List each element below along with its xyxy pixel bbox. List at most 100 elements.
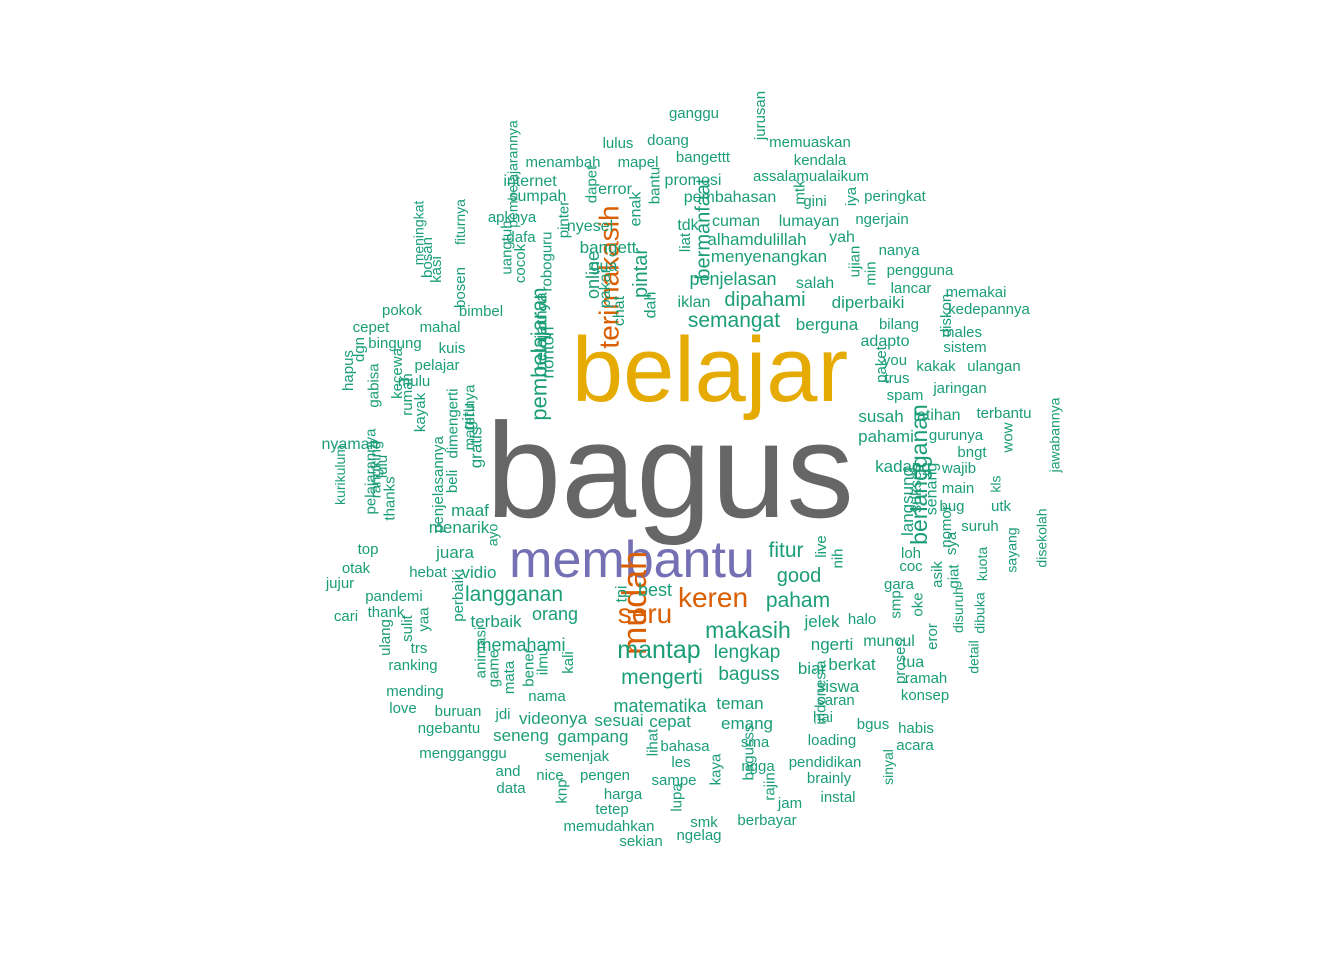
word-label: instal	[820, 788, 856, 806]
word-label: juara	[436, 542, 474, 562]
word-label: hebat	[409, 563, 447, 581]
word-bingung: bingung	[368, 336, 421, 352]
word-label: nih	[829, 548, 847, 569]
word-kaya: kaya	[700, 754, 732, 786]
word-label: menyenangkan	[710, 246, 828, 266]
word-label: terbantu	[976, 404, 1032, 422]
word-label: mulu	[397, 372, 431, 390]
word-label: ngelag	[676, 826, 722, 844]
word-label: kaya	[706, 753, 724, 786]
word-label: belajar	[571, 319, 849, 421]
word-kali: kali	[557, 651, 580, 674]
word-teman: teman	[716, 695, 763, 713]
word-rajin: rajin	[756, 772, 784, 800]
word-langganan: langganan	[465, 584, 563, 605]
word-label: good	[776, 565, 822, 587]
word-assalamualaikum: assalamualaikum	[753, 169, 869, 185]
word-males: males	[942, 325, 982, 341]
word-label: pahami	[858, 426, 914, 446]
word-vidio: vidio	[462, 564, 497, 582]
word-label: top	[357, 540, 379, 558]
word-label: nyaman	[321, 436, 379, 453]
word-ganggu: ganggu	[669, 106, 719, 122]
word-label: apknya	[487, 208, 537, 226]
word-lancar: lancar	[891, 281, 932, 297]
word-label: liat	[676, 233, 694, 253]
word-label: dafa	[506, 228, 536, 246]
word-label: smp	[887, 590, 905, 619]
word-ramah: ramah	[905, 671, 948, 687]
word-muncul: muncul	[863, 634, 915, 650]
word-label: best	[637, 580, 673, 600]
word-label: kendala	[793, 151, 847, 169]
word-nice: nice	[536, 768, 564, 784]
word-cari: cari	[334, 609, 358, 625]
word-iya: iya	[842, 187, 861, 206]
word-label: habis	[898, 719, 934, 737]
word-label: makasih	[705, 616, 791, 643]
word-mantap: mantap	[617, 635, 701, 664]
word-label: assalamualaikum	[753, 167, 869, 185]
word-label: peringkat	[864, 187, 926, 205]
word-label: dipahami	[724, 289, 806, 311]
word-label: mantap	[617, 635, 701, 664]
word-label: bangettt	[675, 148, 731, 166]
word-you: you	[883, 353, 907, 369]
word-label: jujur	[325, 574, 355, 592]
word-roboguru: roboguru	[517, 231, 577, 291]
word-label: kuota	[974, 546, 991, 581]
word-label: kadang	[875, 456, 931, 476]
word-label: vidio	[461, 562, 497, 582]
word-label: jurusan	[751, 91, 769, 141]
word-terbantu: terbantu	[976, 406, 1031, 422]
word-spam: spam	[887, 388, 924, 404]
word-min: min	[859, 261, 883, 285]
word-kakak: kakak	[916, 359, 955, 375]
word-main: main	[942, 481, 975, 497]
word-pokok: pokok	[382, 303, 422, 319]
word-label: spam	[886, 386, 924, 404]
word-lupa: lupa	[663, 783, 691, 811]
word-data: data	[496, 781, 525, 797]
word-label: buruan	[434, 702, 482, 720]
word-label: coc	[899, 557, 923, 575]
word-label: dapet	[582, 165, 600, 204]
word-label: iklan	[677, 294, 711, 311]
word-dibuka: dibuka	[959, 593, 1000, 634]
word-label: sistem	[943, 338, 987, 356]
word-label: mending	[386, 682, 444, 700]
word-label: lumayan	[778, 213, 840, 230]
word-memuaskan: memuaskan	[769, 135, 851, 151]
word-sesuai: sesuai	[594, 712, 643, 730]
word-otak: otak	[342, 561, 370, 577]
word-label: lancar	[890, 279, 932, 297]
word-label: bosen	[451, 266, 469, 308]
word-label: nanya	[878, 241, 920, 259]
word-sistem: sistem	[943, 340, 986, 356]
word-label: memakai	[945, 283, 1007, 301]
word-kuis: kuis	[439, 341, 466, 357]
word-hai: hai	[813, 710, 833, 726]
word-label: baguss	[718, 663, 780, 685]
word-kedepannya: kedepannya	[948, 302, 1030, 318]
word-label: lupa	[668, 783, 686, 812]
word-semenjak: semenjak	[545, 749, 609, 765]
word-nama: nama	[528, 689, 566, 705]
word-label: yah	[829, 229, 855, 246]
word-label: lihat	[643, 728, 661, 757]
word-label: suruh	[961, 517, 999, 535]
word-pahami: pahami	[858, 428, 914, 446]
word-label: meningkat	[410, 200, 427, 265]
word-label: otak	[341, 559, 371, 577]
word-gara: gara	[884, 577, 914, 593]
word-dah: dah	[638, 291, 665, 318]
word-salah: salah	[796, 276, 834, 292]
word-mahal: mahal	[420, 320, 461, 336]
word-hebat: hebat	[409, 565, 447, 581]
word-label: matematika	[613, 696, 707, 716]
word-label: chat	[611, 295, 629, 326]
word-label: ilmu	[533, 647, 551, 676]
word-ngerjain: ngerjain	[855, 212, 908, 228]
word-saran: saran	[817, 693, 855, 709]
word-label: eror	[923, 622, 941, 650]
